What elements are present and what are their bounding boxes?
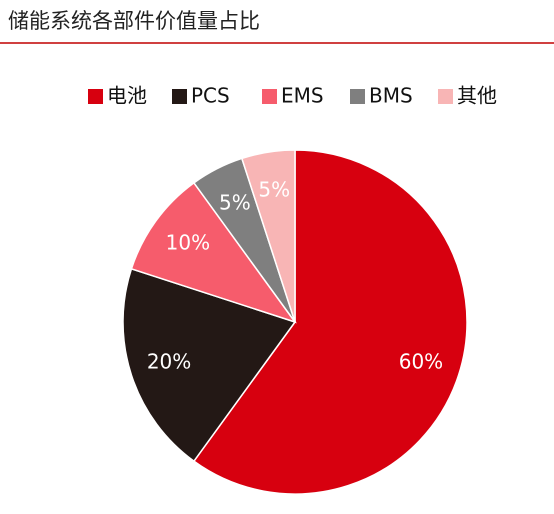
legend-label: 其他 <box>457 84 497 108</box>
data-label: 5% <box>258 178 290 202</box>
legend-swatch <box>88 89 103 104</box>
pie-slice <box>122 267 297 463</box>
legend-swatch <box>262 89 277 104</box>
pie-slice <box>192 149 468 495</box>
legend-label: BMS <box>369 84 413 108</box>
pie-slice <box>240 149 296 323</box>
data-label: 60% <box>399 349 443 373</box>
data-label: 10% <box>166 231 210 255</box>
chart-title: 储能系统各部件价值量占比 <box>8 9 260 33</box>
legend-swatch <box>438 89 453 104</box>
legend-swatch <box>350 89 365 104</box>
legend-label: 电池 <box>107 84 147 108</box>
legend-label: EMS <box>281 84 324 108</box>
legend-label: PCS <box>191 84 230 108</box>
data-label: 20% <box>147 349 191 373</box>
data-label: 5% <box>219 190 251 214</box>
pie-slice <box>130 181 297 324</box>
legend-swatch <box>172 89 187 104</box>
